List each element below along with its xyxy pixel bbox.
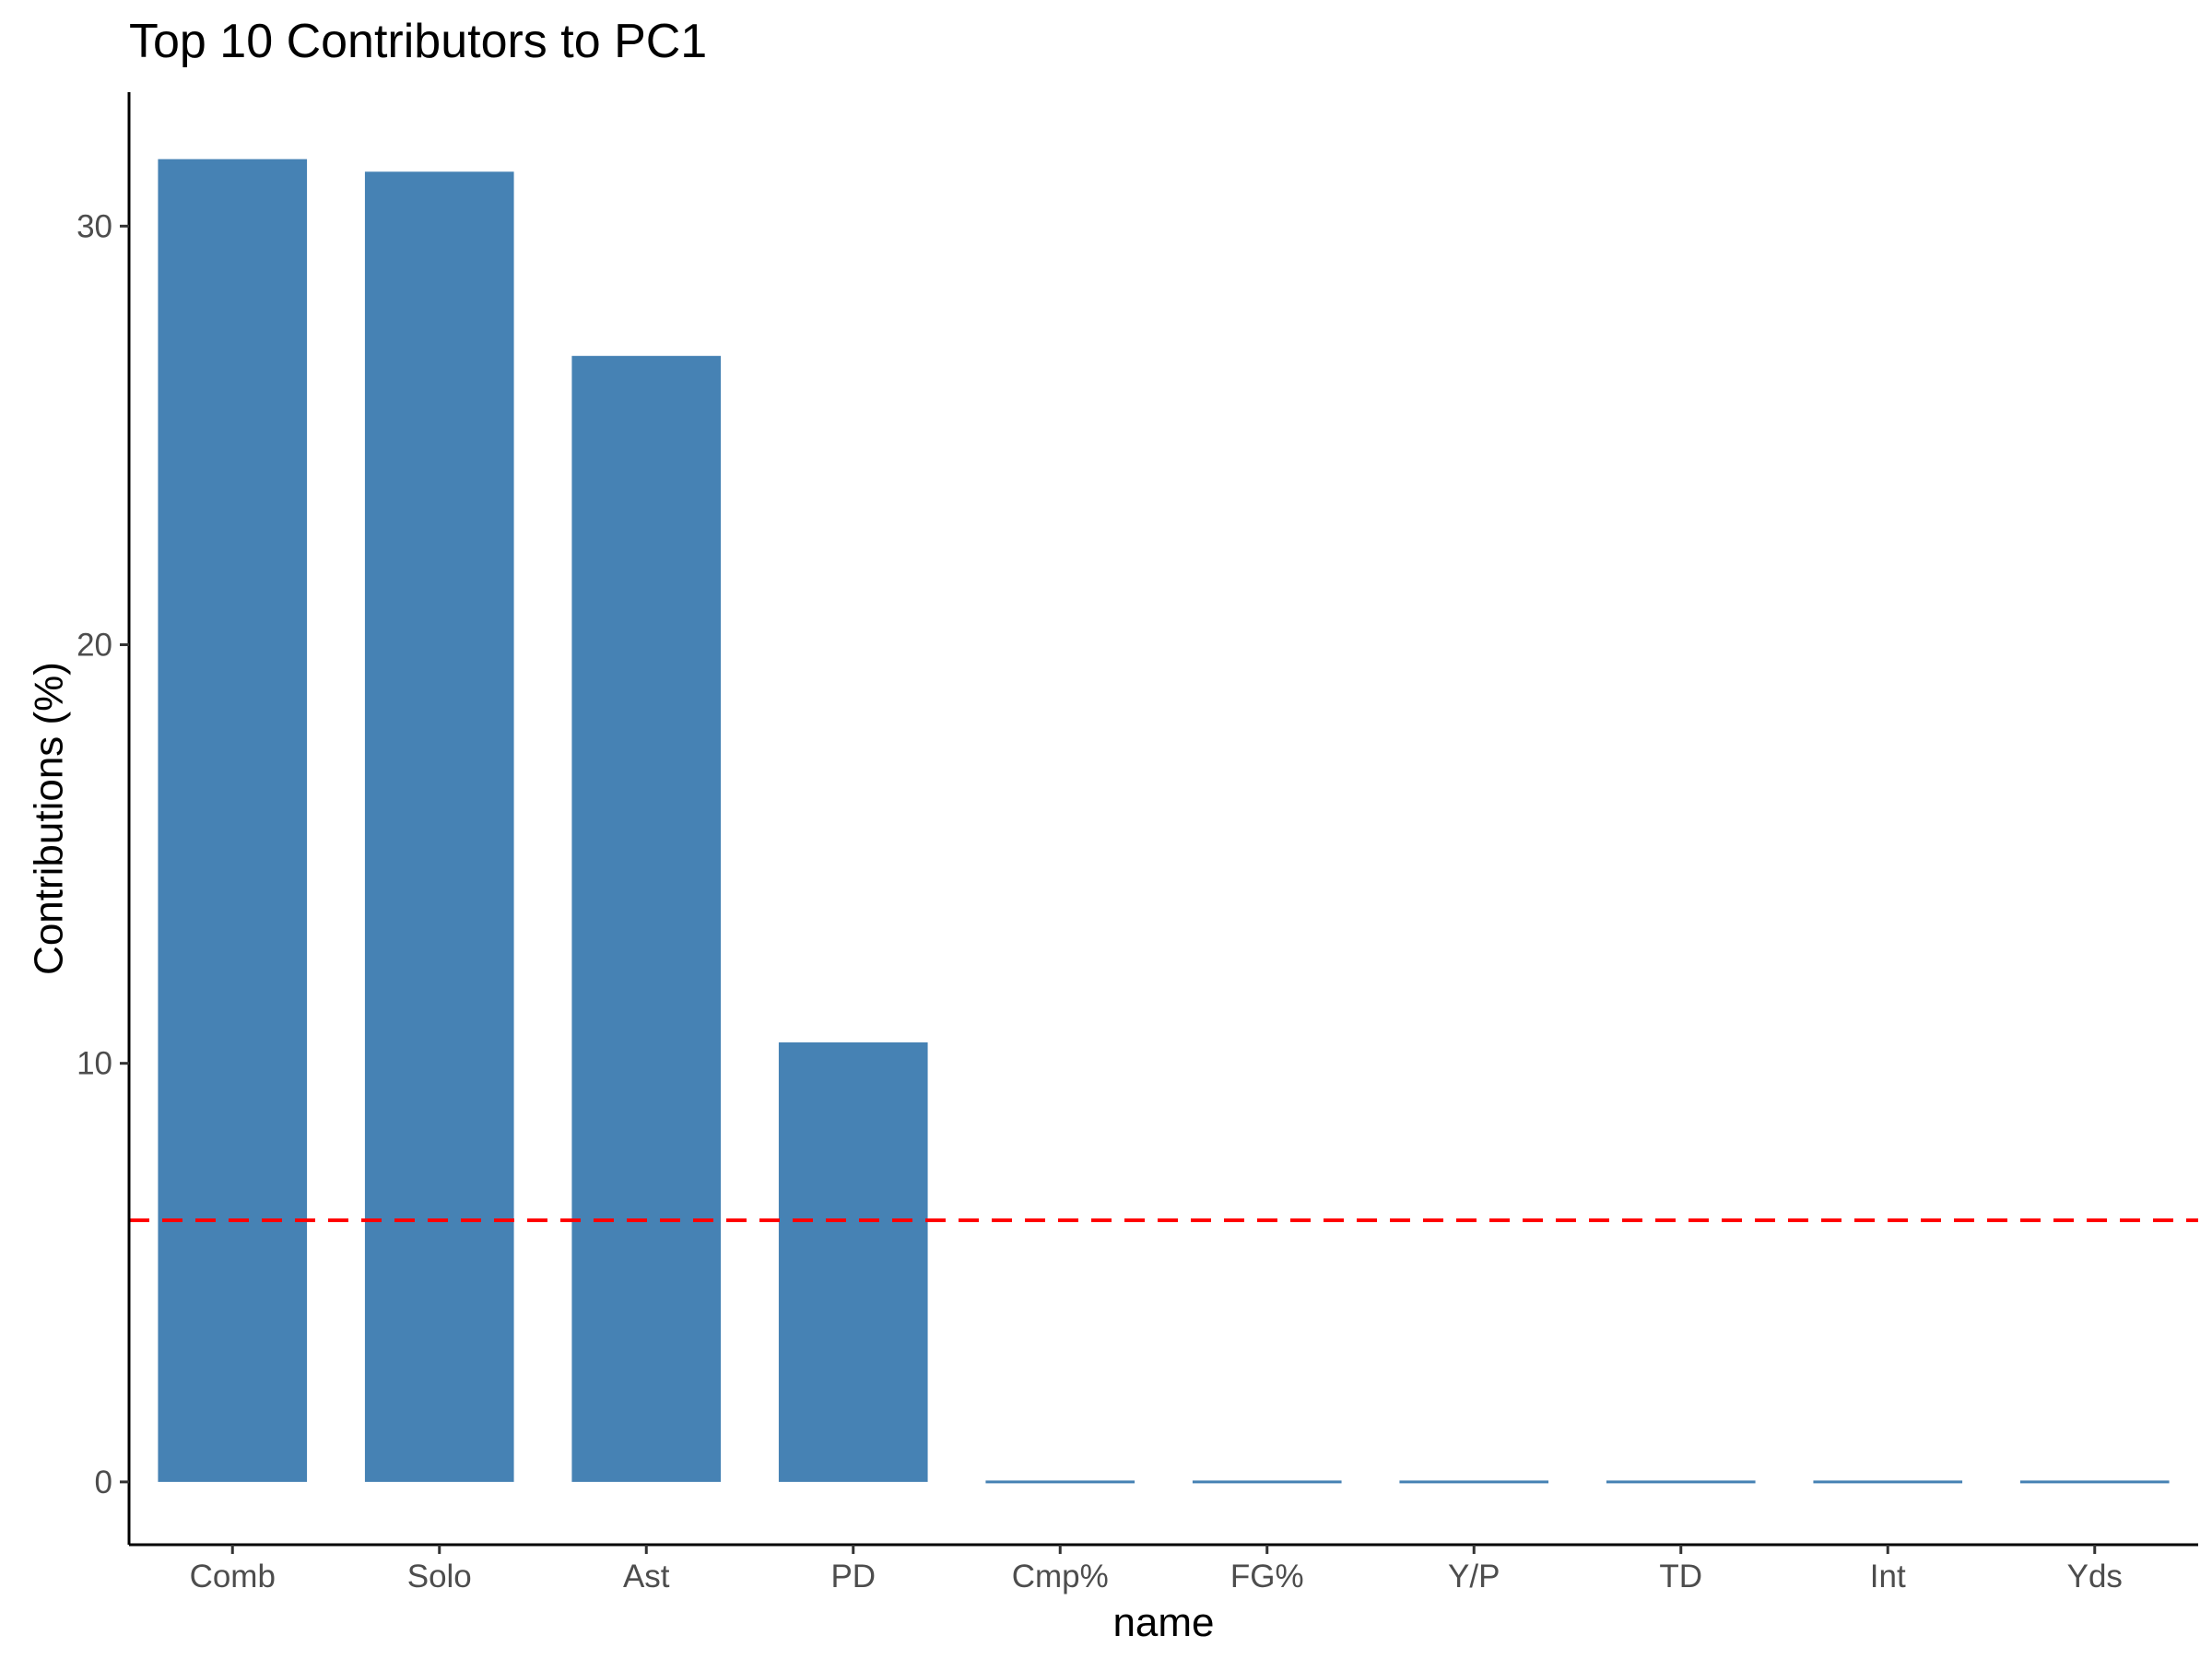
- x-tick-label: FG%: [1230, 1559, 1304, 1594]
- x-tick-label: Cmp%: [1012, 1559, 1109, 1594]
- chart-title: Top 10 Contributors to PC1: [129, 15, 707, 68]
- bar-Yds: [2019, 1480, 2170, 1484]
- x-tick-label: Comb: [190, 1559, 276, 1594]
- bar-FG%: [1192, 1480, 1342, 1484]
- bar-Comb: [158, 159, 308, 1482]
- x-tick-label: Solo: [407, 1559, 472, 1594]
- x-tick-label: PD: [830, 1559, 876, 1594]
- x-tick-label: Y/P: [1448, 1559, 1500, 1594]
- bar-Solo: [364, 171, 514, 1482]
- y-tick-label: 20: [76, 628, 112, 664]
- y-ticks-group: 0 10 20 30: [76, 208, 129, 1500]
- y-tick-label: 10: [76, 1046, 112, 1082]
- bar-Y/P: [1399, 1480, 1549, 1484]
- y-axis-title: Contributions (%): [26, 662, 71, 975]
- x-ticks-group: Comb Solo Ast PD Cmp% FG% Y/P TD Int Yds: [190, 1545, 2123, 1594]
- x-tick-label: Yds: [2067, 1559, 2123, 1594]
- y-tick-label: 30: [76, 208, 112, 244]
- bars-group: [158, 159, 2170, 1484]
- bar-TD: [1606, 1480, 1756, 1484]
- bar-Int: [1813, 1480, 1963, 1484]
- x-axis-title: name: [1112, 1600, 1214, 1645]
- x-tick-label: Ast: [623, 1559, 670, 1594]
- y-tick-label: 0: [95, 1465, 112, 1500]
- x-tick-label: TD: [1659, 1559, 1702, 1594]
- bar-Ast: [571, 356, 722, 1482]
- bar-Cmp%: [985, 1480, 1135, 1484]
- bar-PD: [778, 1041, 928, 1482]
- x-tick-label: Int: [1870, 1559, 1906, 1594]
